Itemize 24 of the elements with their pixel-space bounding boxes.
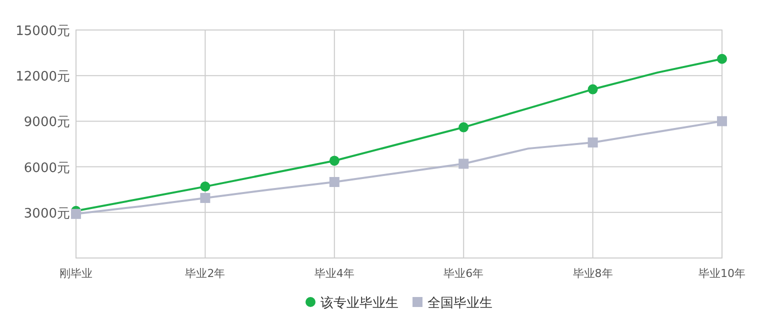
- point: [717, 54, 727, 64]
- x-tick-label: 毕业8年: [572, 267, 613, 280]
- y-tick-label: 12000元: [16, 70, 70, 85]
- point: [458, 122, 469, 132]
- y-tick-label: 9000元: [24, 115, 70, 130]
- y-tick-label: 3000元: [24, 206, 70, 222]
- legend-label: 全国毕业生: [428, 296, 492, 311]
- point: [717, 116, 727, 126]
- legend-label: 该专业毕业生: [320, 295, 398, 311]
- x-tick-label: 毕业4年: [314, 267, 354, 280]
- point: [71, 208, 81, 219]
- y-tick-label: 15000元: [16, 24, 70, 39]
- point: [329, 156, 340, 166]
- x-tick-label: 毕业2年: [185, 267, 226, 280]
- point: [458, 158, 469, 169]
- point: [200, 192, 210, 203]
- point: [200, 182, 210, 192]
- point: [329, 177, 340, 187]
- x-tick-label: 毕业6年: [444, 267, 484, 280]
- x-tick-label: 毕业10年: [698, 267, 746, 280]
- point: [588, 137, 598, 148]
- y-tick-label: 6000元: [24, 160, 70, 176]
- point: [588, 84, 598, 94]
- x-tick-label: 刚毕业: [60, 267, 92, 280]
